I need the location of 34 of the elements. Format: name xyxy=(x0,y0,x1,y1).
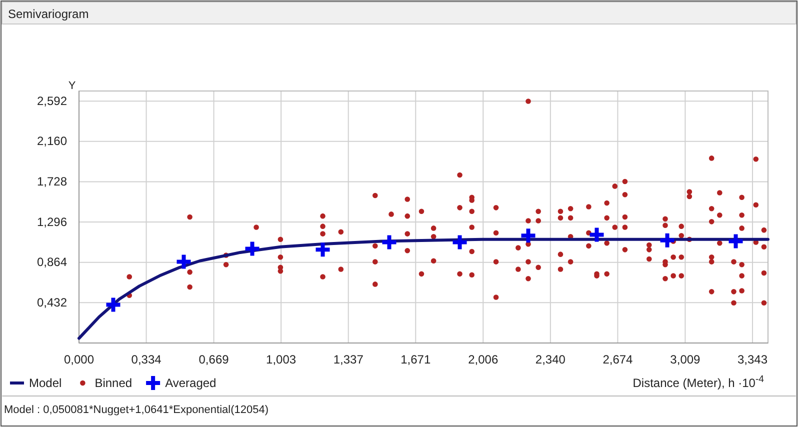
x-tick-label: 2,674 xyxy=(602,352,634,367)
point xyxy=(590,228,604,242)
x-tick-label: 2,006 xyxy=(468,352,498,367)
x-tick-label: 1,003 xyxy=(266,352,296,367)
point xyxy=(106,298,120,312)
point xyxy=(382,235,396,250)
y-tick-label: 2,592 xyxy=(36,94,68,108)
x-tick-label: 0,334 xyxy=(131,352,162,367)
x-tick-label: 0,000 xyxy=(64,352,94,367)
text: Model : 0,050081*Nugget+1,0641*Exponential(12054) xyxy=(4,404,269,416)
point xyxy=(728,234,743,248)
legend-label: Averaged xyxy=(165,376,216,390)
y-tick-label: 2,160 xyxy=(36,134,68,148)
x-axis-title: Distance (Meter), h ·10$^{-4}$ xyxy=(632,374,765,390)
x-tick-label: 2,340 xyxy=(535,352,566,367)
legend-label: Binned xyxy=(94,376,132,390)
point xyxy=(176,254,191,269)
x-tick-label: 1,337 xyxy=(333,352,364,367)
point xyxy=(316,242,330,257)
y-tick-label: 1,296 xyxy=(36,214,68,229)
x-tick-label: 3,343 xyxy=(737,352,768,367)
y-axis-title: Y xyxy=(68,80,76,92)
point xyxy=(660,233,674,248)
y-tick-label: 0,864 xyxy=(36,255,68,270)
y-tick-label: 1,728 xyxy=(36,174,68,189)
x-tick-label: 1,671 xyxy=(400,352,431,367)
chart-title: Semivariogram xyxy=(8,7,89,21)
point xyxy=(452,235,467,250)
x-tick-label: 3,009 xyxy=(670,352,701,367)
point xyxy=(245,242,260,256)
x-tick-label: 0,669 xyxy=(198,352,230,367)
legend-label: Model xyxy=(29,376,62,390)
point xyxy=(521,228,536,243)
y-tick-label: 0,432 xyxy=(36,296,68,310)
